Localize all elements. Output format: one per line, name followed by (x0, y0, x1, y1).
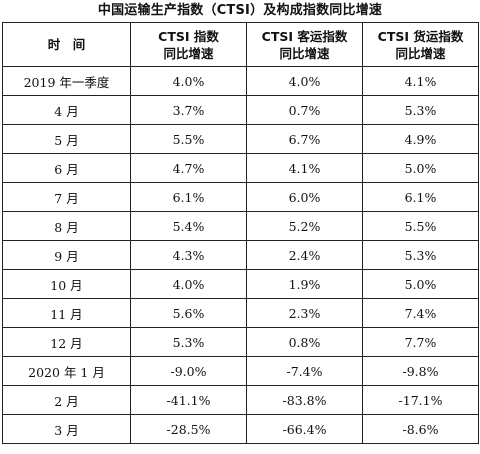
table-row: 12 月 5.3% 0.8% 7.7% (2, 327, 479, 357)
table-row: 2020 年 1 月 -9.0% -7.4% -9.8% (2, 356, 479, 386)
cell-ctsi: -28.5% (130, 414, 247, 444)
cell-period: 3 月 (2, 414, 131, 444)
cell-passenger: 5.2% (246, 211, 363, 241)
cell-period: 2 月 (2, 385, 131, 415)
cell-passenger: -66.4% (246, 414, 363, 444)
table-row: 6 月 4.7% 4.1% 5.0% (2, 153, 479, 183)
cell-period: 2019 年一季度 (2, 66, 131, 96)
table-title: 中国运输生产指数（CTSI）及构成指数同比增速 (97, 3, 383, 18)
cell-passenger: 1.9% (246, 269, 363, 299)
cell-passenger: 2.3% (246, 298, 363, 328)
cell-passenger: -83.8% (246, 385, 363, 415)
table-row: 9 月 4.3% 2.4% 5.3% (2, 240, 479, 270)
cell-ctsi: -9.0% (130, 356, 247, 386)
cell-freight: 4.1% (362, 66, 479, 96)
cell-ctsi: 5.3% (130, 327, 247, 357)
table-row: 2 月 -41.1% -83.8% -17.1% (2, 385, 479, 415)
cell-freight: 5.3% (362, 95, 479, 125)
table-row: 3 月 -28.5% -66.4% -8.6% (2, 414, 479, 444)
cell-freight: 5.0% (362, 269, 479, 299)
header-freight-line2: 同比增速 (395, 45, 446, 61)
cell-passenger: 0.8% (246, 327, 363, 357)
header-passenger-line1: CTSI 客运指数 (261, 28, 348, 44)
cell-passenger: 2.4% (246, 240, 363, 270)
ctsi-growth-table: 时 间 CTSI 指数 同比增速 CTSI 客运指数 同比增速 CTSI 货运指… (2, 22, 479, 444)
cell-ctsi: 4.0% (130, 66, 247, 96)
cell-ctsi: 5.5% (130, 124, 247, 154)
cell-passenger: 0.7% (246, 95, 363, 125)
cell-passenger: 4.0% (246, 66, 363, 96)
header-freight-line1: CTSI 货运指数 (377, 28, 464, 44)
cell-freight: 4.9% (362, 124, 479, 154)
cell-ctsi: 4.0% (130, 269, 247, 299)
header-freight: CTSI 货运指数 同比增速 (362, 22, 479, 67)
header-time: 时 间 (2, 22, 131, 67)
cell-freight: -17.1% (362, 385, 479, 415)
cell-passenger: -7.4% (246, 356, 363, 386)
cell-freight: 7.7% (362, 327, 479, 357)
cell-passenger: 6.7% (246, 124, 363, 154)
header-ctsi-line1: CTSI 指数 (158, 28, 219, 44)
cell-ctsi: 4.7% (130, 153, 247, 183)
header-time-label: 时 间 (47, 37, 86, 52)
table-row: 7 月 6.1% 6.0% 6.1% (2, 182, 479, 212)
cell-ctsi: 6.1% (130, 182, 247, 212)
table-row: 4 月 3.7% 0.7% 5.3% (2, 95, 479, 125)
cell-freight: 6.1% (362, 182, 479, 212)
header-passenger: CTSI 客运指数 同比增速 (246, 22, 363, 67)
cell-freight: -8.6% (362, 414, 479, 444)
table-row: 5 月 5.5% 6.7% 4.9% (2, 124, 479, 154)
cell-freight: -9.8% (362, 356, 479, 386)
cell-ctsi: -41.1% (130, 385, 247, 415)
cell-freight: 5.3% (362, 240, 479, 270)
table-header-row: 时 间 CTSI 指数 同比增速 CTSI 客运指数 同比增速 CTSI 货运指… (2, 22, 479, 67)
table-row: 8 月 5.4% 5.2% 5.5% (2, 211, 479, 241)
cell-freight: 5.5% (362, 211, 479, 241)
cell-period: 10 月 (2, 269, 131, 299)
cell-period: 5 月 (2, 124, 131, 154)
cell-ctsi: 5.6% (130, 298, 247, 328)
cell-passenger: 4.1% (246, 153, 363, 183)
cell-period: 4 月 (2, 95, 131, 125)
table-row: 2019 年一季度 4.0% 4.0% 4.1% (2, 66, 479, 96)
cell-period: 8 月 (2, 211, 131, 241)
cell-period: 2020 年 1 月 (2, 356, 131, 386)
cell-period: 7 月 (2, 182, 131, 212)
header-ctsi-line2: 同比增速 (163, 45, 214, 61)
cell-passenger: 6.0% (246, 182, 363, 212)
cell-period: 6 月 (2, 153, 131, 183)
cell-period: 11 月 (2, 298, 131, 328)
table-row: 10 月 4.0% 1.9% 5.0% (2, 269, 479, 299)
table-row: 11 月 5.6% 2.3% 7.4% (2, 298, 479, 328)
cell-ctsi: 3.7% (130, 95, 247, 125)
header-ctsi: CTSI 指数 同比增速 (130, 22, 247, 67)
cell-freight: 7.4% (362, 298, 479, 328)
cell-freight: 5.0% (362, 153, 479, 183)
cell-ctsi: 4.3% (130, 240, 247, 270)
cell-ctsi: 5.4% (130, 211, 247, 241)
header-passenger-line2: 同比增速 (279, 45, 330, 61)
cell-period: 9 月 (2, 240, 131, 270)
cell-period: 12 月 (2, 327, 131, 357)
